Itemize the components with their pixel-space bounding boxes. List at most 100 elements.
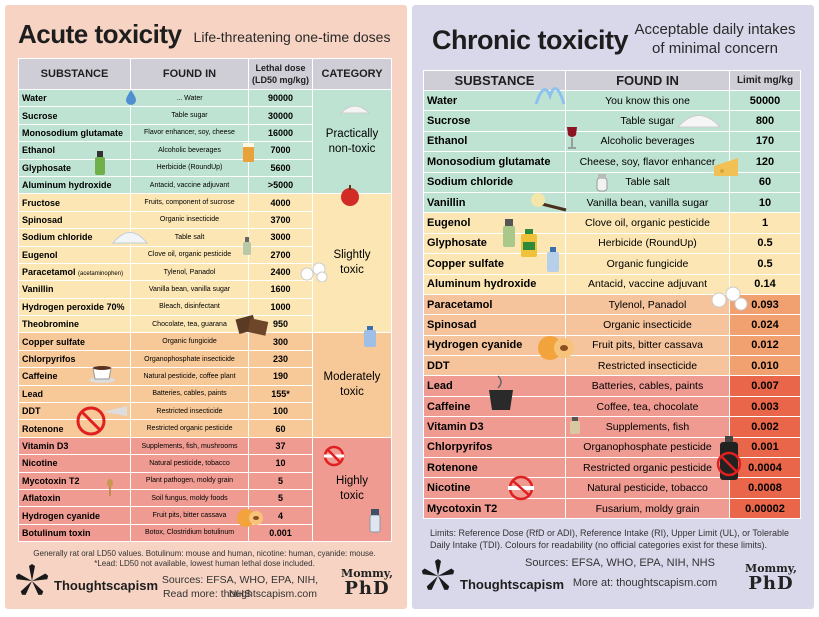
chronic-table-row: Vitamin D3 Supplements, fish 0.002 (423, 416, 801, 438)
chronic-table-row: Water You know this one 50000 (423, 89, 801, 112)
roundup-bottle-icon (521, 229, 537, 257)
mommy-logo-line2: PhD (344, 578, 390, 599)
chronic-found-in-cell: You know this one (565, 89, 730, 112)
acute-found-in-cell: Natural pesticide, tobacco (130, 454, 249, 473)
category-line2: toxic (340, 264, 364, 277)
chronic-subtitle-line2: of minimal concern (652, 40, 778, 57)
substance-name: Glyphosate (22, 162, 72, 173)
chronic-substance-cell: Sodium chloride (423, 171, 566, 193)
chronic-found-in-cell: Organic insecticide (565, 314, 730, 336)
chronic-table-row: Eugenol Clove oil, organic pesticide 1 (423, 212, 801, 234)
fungicide-bottle-icon (364, 326, 376, 347)
thoughtscapism-logo-icon (15, 564, 49, 595)
chronic-more-at[interactable]: More at: thoughtscapism.com (572, 577, 718, 589)
category-line1: Slightly (333, 249, 371, 262)
chronic-limit-cell: 0.0008 (729, 477, 801, 499)
substance-name: Rotenone (22, 423, 64, 434)
chronic-table-row: Vanillin Vanilla bean, vanilla sugar 10 (423, 191, 801, 214)
acute-lethal-dose-cell: 60 (248, 419, 313, 438)
chronic-table-row: Spinosad Organic insecticide 0.024 (423, 314, 801, 336)
acute-table-row: Paracetamol (acetaminophen) Tylenol, Pana… (18, 262, 392, 282)
chronic-limits-note-2: Daily Intake (TDI). Colours for readabil… (430, 540, 767, 550)
chronic-sources: Sources: EFSA, WHO, EPA, NIH, NHS (525, 557, 715, 569)
acute-lethal-dose-cell: 155* (248, 384, 313, 404)
chronic-substance-cell: Lead (423, 375, 566, 397)
mommy-logo-line1: Mommy, (341, 567, 393, 580)
chronic-limit-cell: 10 (729, 191, 801, 214)
sugar-pile-icon (340, 105, 370, 114)
acute-found-in-cell: Restricted insecticide (130, 402, 249, 421)
acute-table-row: Aluminum hydroxide Antacid, vaccine adjuv… (18, 175, 392, 195)
acute-substance-cell: Water (18, 88, 131, 108)
water-drop-icon (126, 90, 136, 105)
acute-lethal-dose-cell: 230 (248, 349, 313, 369)
chronic-found-in-cell: Table salt (565, 171, 730, 193)
substance-name: Mycotoxin T2 (22, 475, 80, 486)
chronic-substance-cell: Vitamin D3 (423, 416, 566, 438)
salt-shaker-icon (596, 174, 608, 192)
chronic-substance-cell: Eugenol (423, 212, 566, 234)
substance-name: Sucrose (22, 110, 58, 121)
chronic-limit-cell: 120 (729, 151, 801, 173)
chronic-substance-cell: Sucrose (423, 110, 566, 132)
chronic-found-in-cell: Tylenol, Panadol (565, 293, 730, 316)
acute-found-in-cell: Bleach, disinfectant (130, 297, 249, 317)
chronic-substance-cell: Vanillin (423, 191, 566, 214)
acute-table-row: Sodium chloride Table salt 3000 (18, 228, 392, 247)
acute-category-cell: Moderately toxic (312, 332, 392, 438)
substance-name: Paracetamol (22, 267, 76, 278)
acute-found-in-cell: Antacid, vaccine adjuvant (130, 175, 249, 195)
substance-name: Vanillin (22, 284, 54, 295)
chronic-substance-cell: Mycotoxin T2 (423, 497, 566, 520)
acute-substance-cell: Nicotine (18, 454, 131, 473)
chronic-limit-cell: 0.5 (729, 232, 801, 255)
acute-lethal-dose-cell: 5600 (248, 158, 313, 177)
chronic-found-in-cell: Fusarium, moldy grain (565, 497, 730, 520)
acute-found-in-cell: Supplements, fish, mushrooms (130, 436, 249, 456)
acute-found-in-cell: Batteries, cables, paints (130, 384, 249, 404)
acute-lethal-dose-cell: >5000 (248, 175, 313, 195)
acute-footnote-2: *Lead: LD50 not available, lowest human … (94, 559, 315, 568)
substance-name: Nicotine (22, 458, 58, 469)
category-line1: Practically (325, 127, 379, 140)
acute-table-row: Botulinum toxin Botox, Clostridium botuli… (18, 523, 392, 543)
chronic-subtitle-line1: Acceptable daily intakes (634, 21, 796, 38)
chronic-found-in-cell: Restricted organic pesticide (565, 457, 730, 479)
chronic-limit-cell: 0.012 (729, 334, 801, 357)
acute-lethal-dose-cell: 100 (248, 402, 313, 421)
ddt-banned-icon (76, 406, 127, 436)
chronic-found-in-cell: Fruit pits, bitter cassava (565, 334, 730, 357)
chronic-found-in-cell: Cheese, soy, flavor enhancer (565, 151, 730, 173)
chronic-substance-cell: Aluminum hydroxide (423, 273, 566, 295)
substance-name: Aflatoxin (22, 493, 61, 504)
chronic-limit-cell: 0.002 (729, 416, 801, 438)
acute-substance-cell: Paracetamol (acetaminophen) (18, 262, 131, 282)
mommy-phd-logo: Mommy, PhD (740, 563, 802, 593)
acute-brand: Thoughtscapism (54, 578, 159, 593)
oil-bottle-icon (243, 237, 251, 255)
apricot-icon (237, 509, 263, 527)
acute-found-in-cell: Table sugar (130, 106, 249, 125)
acute-substance-cell: Mycotoxin T2 (18, 471, 131, 490)
acute-lethal-dose-cell: 10 (248, 454, 313, 473)
acute-substance-cell: Copper sulfate (18, 332, 131, 351)
acute-lethal-dose-cell: 3700 (248, 210, 313, 230)
chronic-table-row: Caffeine Coffee, tea, chocolate 0.003 (423, 395, 801, 418)
acute-table-row: Nicotine Natural pesticide, tobacco 10 (18, 454, 392, 473)
chronic-found-in-cell: Restricted insecticide (565, 355, 730, 377)
acute-found-in-cell: ... Water (130, 88, 249, 108)
substance-name: Spinosad (22, 214, 63, 225)
chronic-found-in-cell: Vanilla bean, vanilla sugar (565, 191, 730, 214)
chronic-limit-cell: 170 (729, 130, 801, 153)
acute-header-substance: SUBSTANCE (18, 58, 131, 90)
chronic-limit-cell: 0.010 (729, 355, 801, 377)
supplement-bottle-icon (570, 417, 580, 434)
coffee-cup-icon (489, 375, 513, 410)
acute-read-more[interactable]: Read more: thoughtscapism.com (162, 588, 318, 600)
chronic-limits-note: Limits: Reference Dose (RfD or ADI), Ref… (430, 527, 810, 551)
acute-table-row: Copper sulfate Organic fungicide 300 Modera… (18, 332, 392, 438)
acute-header-found-in: FOUND IN (130, 58, 249, 90)
lethal-dose-line2: (LD50 mg/kg) (251, 75, 309, 85)
chronic-limit-cell: 0.024 (729, 314, 801, 336)
chronic-limits-note-1: Limits: Reference Dose (RfD or ADI), Ref… (430, 528, 789, 538)
